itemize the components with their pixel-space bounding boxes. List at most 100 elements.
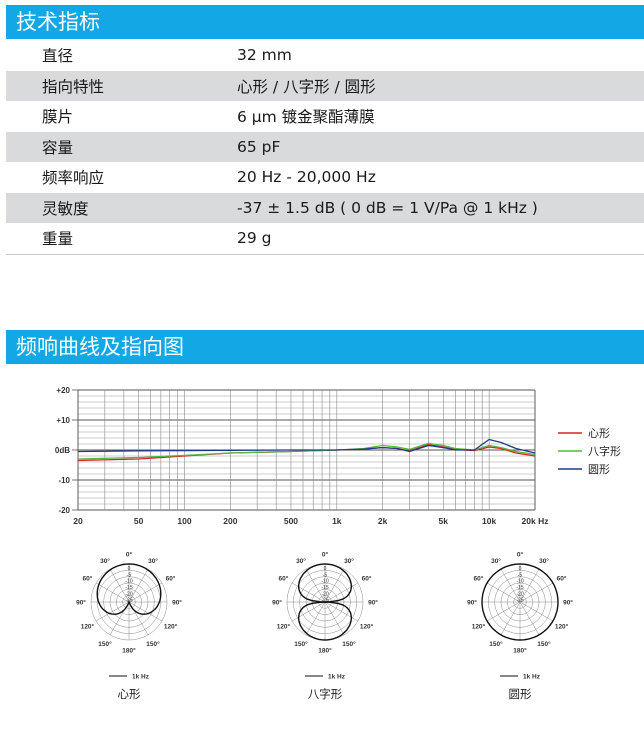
angle-label: 90°	[563, 599, 573, 607]
angle-label: 120°	[277, 623, 291, 631]
angle-label: 30°	[296, 557, 306, 565]
x-tick-label: 20k Hz	[522, 516, 549, 526]
spec-table: 直径 32 mm 指向特性 心形 / 八字形 / 圆形 膜片 6 µm 镀金聚酯薄膜 容量 6…	[6, 40, 644, 255]
angle-label: 150°	[98, 640, 112, 648]
curves-section-title: 频响曲线及指向图	[16, 335, 184, 359]
polar-spoke	[128, 601, 163, 622]
polar-spoke	[486, 582, 521, 603]
polar-spoke	[128, 568, 149, 603]
series-line-0	[77, 443, 536, 462]
ring-label: -25	[321, 598, 328, 604]
polar-legend-label: 1k Hz	[132, 674, 150, 681]
x-tick-label: 20	[73, 516, 83, 526]
angle-label: 120°	[360, 623, 374, 631]
ring-label: 0	[324, 566, 327, 572]
x-tick-label: 10k	[482, 516, 496, 526]
ring-label: -5	[127, 572, 132, 578]
y-tick-label: +10	[56, 416, 70, 425]
polar-caption: 圆形	[509, 688, 532, 701]
angle-label: 180°	[318, 647, 332, 655]
x-tick-label: 200	[223, 516, 237, 526]
polar-chart-omnidirectional: 0-5-10-15-20-25 0° 30° 60° 90° 120° 150° 180° 15…	[467, 551, 573, 702]
angle-label: 30°	[100, 557, 110, 565]
angle-label: 60°	[362, 575, 372, 583]
spec-key: 容量	[6, 131, 237, 162]
polar-spoke	[519, 601, 554, 622]
spec-key: 直径	[6, 40, 237, 71]
specs-section-title: 技术指标	[16, 10, 100, 34]
polar-spoke	[305, 568, 326, 603]
spec-row: 重量 29 g	[6, 223, 644, 255]
polar-spoke	[324, 601, 345, 636]
angle-label: 180°	[513, 647, 527, 655]
polar-curve	[481, 563, 559, 641]
spec-key: 膜片	[6, 101, 237, 132]
angle-label: 180°	[122, 647, 136, 655]
angle-label: 60°	[279, 575, 289, 583]
angle-label: 150°	[294, 640, 308, 648]
spec-row: 灵敏度 -37 ± 1.5 dB ( 0 dB = 1 V/Pa @ 1 kHz …	[6, 192, 644, 223]
y-tick-label: -20	[58, 506, 70, 515]
polar-spoke	[500, 568, 521, 603]
angle-label: 90°	[368, 599, 378, 607]
polar-chart-figure-8: 0-5-10-15-20-25 0° 30° 60° 90° 120° 150° 180° 15…	[272, 551, 378, 702]
polar-spoke	[500, 601, 521, 636]
spec-row: 频率响应 20 Hz - 20,000 Hz	[6, 162, 644, 193]
angle-label: 60°	[166, 575, 176, 583]
angle-label: 90°	[272, 599, 282, 607]
polar-patterns: 0-5-10-15-20-250°30°60°90°120°150°180°15…	[76, 551, 573, 702]
series-line-1	[77, 442, 536, 460]
ring-label: -15	[125, 585, 132, 591]
polar-spoke	[305, 601, 326, 636]
polar-caption: 八字形	[308, 687, 343, 701]
series-line-2	[77, 438, 536, 454]
legend-label: 八字形	[588, 444, 621, 458]
polar-spoke	[486, 601, 521, 622]
angle-label: 150°	[489, 640, 503, 648]
polar-spoke	[109, 568, 130, 603]
spec-value: 29 g	[237, 223, 644, 255]
angle-label: 60°	[83, 575, 93, 583]
angle-label: 30°	[539, 557, 549, 565]
angle-label: 120°	[164, 623, 178, 631]
polar-chart-cardioid: 0-5-10-15-20-250°30°60°90°120°150°180°15…	[76, 551, 182, 702]
spec-key: 指向特性	[6, 70, 237, 101]
angle-label: 150°	[537, 640, 551, 648]
angle-label: 90°	[467, 599, 477, 607]
ring-label: -5	[323, 572, 328, 578]
polar-spoke	[291, 582, 326, 603]
angle-label: 90°	[172, 599, 182, 607]
ring-label: -10	[321, 579, 328, 585]
polar-spoke	[324, 568, 345, 603]
angle-label: 0°	[322, 551, 329, 559]
angle-label: 30°	[148, 557, 158, 565]
polar-spoke	[291, 601, 326, 622]
angle-label: 120°	[555, 623, 569, 631]
legend-label: 圆形	[588, 463, 610, 476]
spec-key: 重量	[6, 223, 237, 255]
polar-caption: 心形	[118, 688, 141, 701]
angle-label: 60°	[557, 575, 567, 583]
angle-label: 0°	[517, 551, 524, 559]
spec-row: 容量 65 pF	[6, 131, 644, 162]
angle-label: 0°	[126, 551, 133, 559]
ring-label: -25	[516, 598, 523, 604]
angle-label: 60°	[474, 575, 484, 583]
polar-legend-label: 1k Hz	[523, 674, 541, 681]
x-tick-label: 5k	[439, 516, 449, 526]
spec-key: 灵敏度	[6, 192, 237, 223]
polar-spoke	[519, 568, 540, 603]
spec-value: 65 pF	[237, 131, 644, 162]
angle-label: 30°	[491, 557, 501, 565]
y-tick-label: -10	[58, 476, 70, 485]
chart-grid	[77, 389, 536, 511]
polar-curve	[96, 563, 162, 615]
ring-label: 0	[128, 566, 131, 572]
angle-label: 120°	[472, 623, 486, 631]
x-tick-label: 50	[134, 516, 144, 526]
x-tick-label: 1k	[332, 516, 342, 526]
ring-label: -20	[516, 591, 523, 597]
polar-spoke	[95, 601, 130, 622]
spec-row: 直径 32 mm	[6, 40, 644, 71]
